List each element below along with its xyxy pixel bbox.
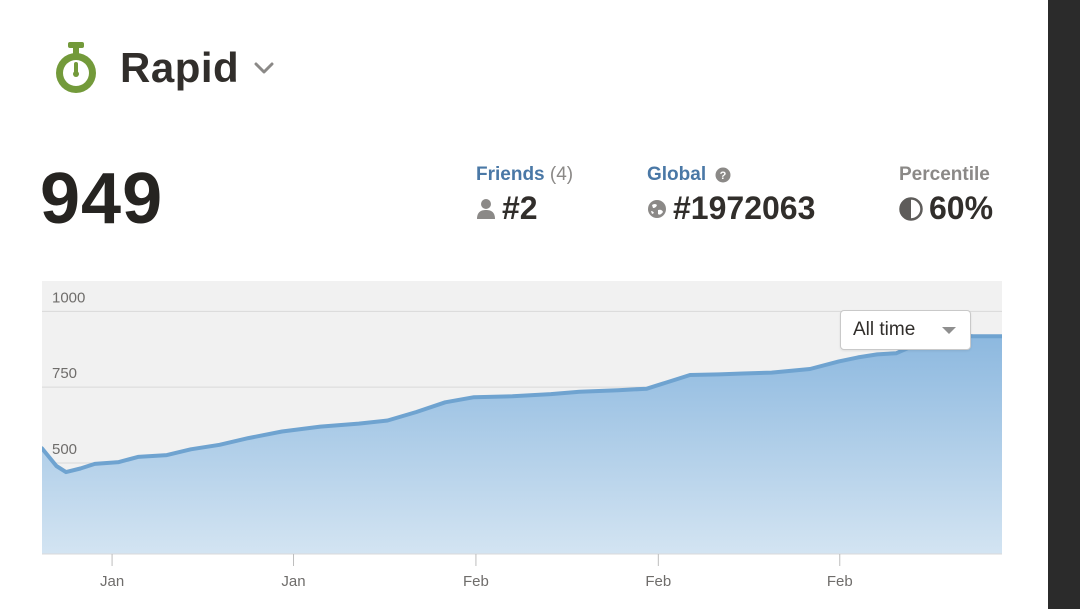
friends-label-row: Friends (4)	[476, 164, 573, 186]
y-tick-label: 500	[52, 441, 77, 458]
chevron-down-icon[interactable]	[253, 61, 275, 75]
global-label-row: Global ?	[647, 164, 815, 186]
friends-stat: Friends (4) #2	[476, 164, 573, 227]
y-tick-label: 750	[52, 365, 77, 382]
y-tick-label: 1000	[52, 289, 85, 306]
time-range-dropdown[interactable]: All time	[840, 310, 971, 350]
percentile-value: 60%	[929, 190, 994, 226]
friends-rank: #2	[502, 190, 538, 226]
x-tick-label: Feb	[463, 573, 489, 590]
x-tick-label: Jan	[100, 573, 124, 590]
percentile-stat: Percentile 60%	[899, 164, 993, 227]
global-rank: #1972063	[673, 190, 816, 226]
time-range-value: All time	[853, 319, 916, 340]
global-stat: Global ? #1972063	[647, 164, 815, 227]
friends-rank-row: #2	[476, 190, 573, 227]
rating-area	[42, 335, 1002, 554]
percentile-row: 60%	[899, 190, 993, 227]
x-tick-label: Feb	[827, 573, 853, 590]
global-rank-row: #1972063	[647, 190, 815, 227]
caret-down-icon	[942, 327, 956, 334]
user-icon	[477, 198, 495, 219]
page-title: Rapid	[120, 44, 240, 91]
global-label[interactable]: Global	[647, 164, 707, 185]
friends-count: (4)	[549, 164, 574, 185]
right-edge-strip	[1048, 0, 1080, 609]
x-tick-label: Jan	[281, 573, 305, 590]
x-tick-label: Feb	[645, 573, 671, 590]
stopwatch-icon	[56, 42, 96, 93]
svg-text:?: ?	[720, 170, 727, 182]
friends-label[interactable]: Friends	[476, 164, 545, 185]
half-circle-icon	[899, 196, 923, 221]
help-icon[interactable]: ?	[715, 167, 731, 183]
globe-icon	[648, 199, 666, 218]
rating-line	[42, 333, 1002, 475]
current-rating: 949	[40, 159, 164, 239]
percentile-label: Percentile	[899, 164, 990, 185]
page-header: Rapid	[52, 40, 275, 96]
